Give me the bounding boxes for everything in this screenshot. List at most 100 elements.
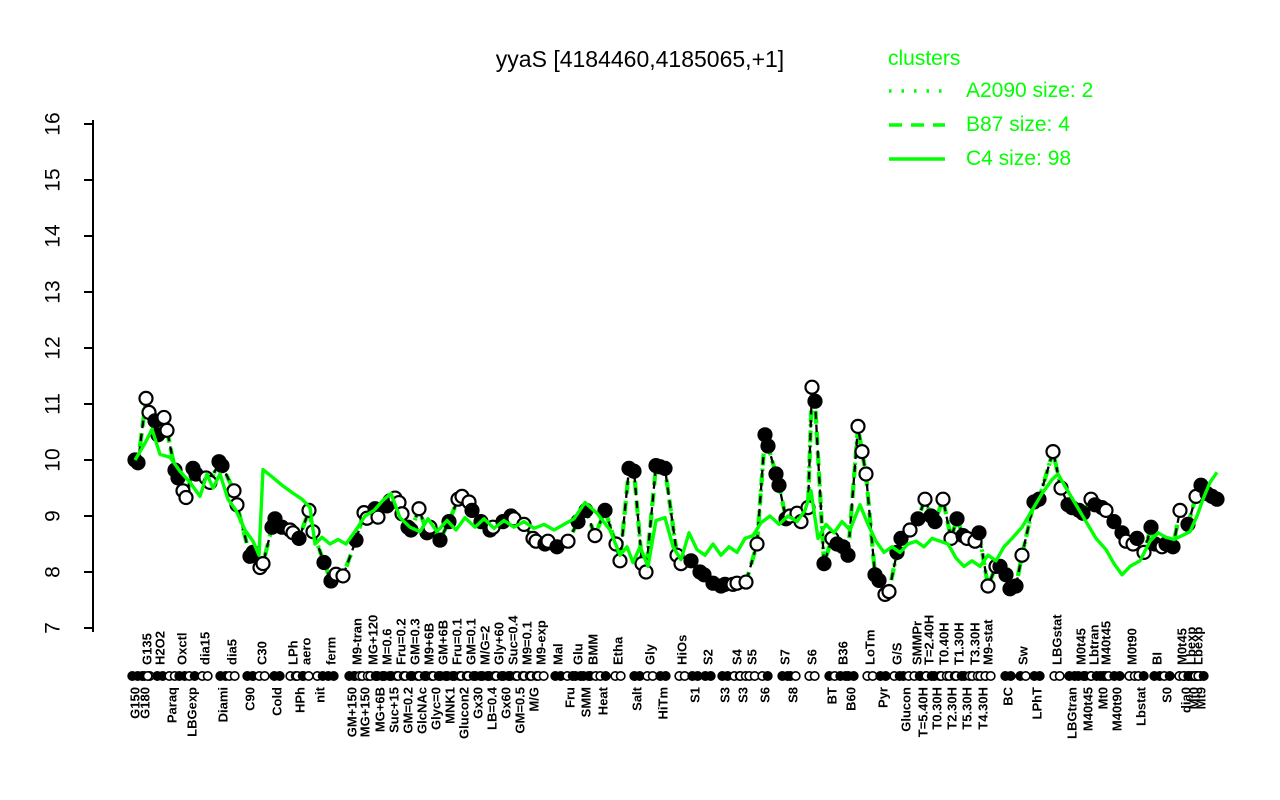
x-axis-label: C30 <box>255 641 270 665</box>
x-axis-label: Salt <box>630 686 645 711</box>
data-point <box>840 547 856 563</box>
x-axis-label: M9-exp <box>534 620 549 665</box>
legend-item-label: A2090 size: 2 <box>966 79 1094 102</box>
x-axis-label: Mt0 <box>1096 687 1111 709</box>
x-axis-label: Pyr <box>876 687 891 708</box>
strip-marker <box>1020 670 1031 681</box>
legend-item-dotted: A2090 size: 2 <box>888 74 1093 108</box>
x-axis-label: S5 <box>745 649 760 665</box>
strip-marker <box>1034 670 1045 681</box>
strip-marker <box>848 670 859 681</box>
x-axis-label: S6 <box>758 687 773 703</box>
y-axis-tick-label: 11 <box>41 393 64 415</box>
strip-marker <box>615 670 626 681</box>
strip-marker <box>142 670 153 681</box>
x-axis-label: Suc=0.4 <box>506 615 521 665</box>
x-axis-label: S3 <box>718 687 733 703</box>
x-axis-label: S0 <box>1160 687 1175 703</box>
x-axis-label: Glyc=0 <box>429 687 444 730</box>
data-point <box>370 509 386 525</box>
x-axis-label: S6 <box>805 649 820 665</box>
strip-marker <box>1005 670 1016 681</box>
x-axis-label: Heat <box>596 686 611 715</box>
data-point <box>935 491 951 507</box>
x-axis-label: LPh <box>286 640 301 665</box>
y-axis-tick-label: 10 <box>41 448 64 471</box>
x-axis-label: Suc+15 <box>387 687 402 733</box>
strip-marker <box>202 670 213 681</box>
data-point <box>626 463 642 479</box>
dashed-line-sample <box>889 123 945 127</box>
data-point <box>255 555 271 572</box>
x-axis-label: S7 <box>778 649 793 665</box>
x-axis-label: Fru=0.2 <box>394 618 409 665</box>
legend-item-dashed: B87 size: 4 <box>888 108 1093 142</box>
x-axis-label: HiTm <box>656 687 671 720</box>
strip-marker <box>809 670 820 681</box>
strip-marker <box>600 670 611 681</box>
data-point <box>156 409 172 426</box>
x-axis-label: BC <box>1001 686 1016 705</box>
strip-marker <box>762 670 773 681</box>
x-axis-label: Gx30 <box>471 687 486 719</box>
data-point <box>854 444 870 460</box>
data-point <box>159 422 175 438</box>
x-axis-label: Gx60 <box>499 687 514 719</box>
x-axis-label: GM=0.2 <box>401 687 416 734</box>
x-axis-label: BI <box>1150 652 1165 665</box>
data-point <box>1014 547 1030 563</box>
x-axis-label: Etha <box>611 636 626 665</box>
x-axis-label: MG+6B <box>373 687 388 732</box>
x-axis-label: GlcNAc <box>415 687 430 734</box>
strip-marker <box>790 670 801 681</box>
x-axis-label: HPh <box>293 687 308 713</box>
cluster-legend: clusters A2090 size: 2 B87 size: 4 C4 size… <box>888 44 1093 176</box>
x-axis-label: BMM <box>586 634 601 665</box>
data-point <box>597 502 613 518</box>
data-point <box>335 568 351 584</box>
data-point <box>683 553 699 569</box>
x-axis-label: S3 <box>736 687 751 703</box>
y-axis-tick-label: 7 <box>41 622 64 634</box>
y-axis-tick-label: 16 <box>41 112 64 135</box>
x-axis-label: nit <box>313 686 328 703</box>
x-axis-label: Glucon2 <box>457 687 472 739</box>
y-axis-tick-label: 9 <box>41 510 64 522</box>
data-point <box>881 583 897 600</box>
x-axis-label: HiOs <box>675 635 690 665</box>
x-axis-label: Mt9 <box>1194 687 1209 709</box>
y-axis-tick-label: 8 <box>41 566 64 578</box>
strip-marker <box>880 670 891 681</box>
x-axis-label: G180 <box>138 687 153 719</box>
x-axis-label: GM=0.1 <box>464 618 479 665</box>
x-axis-label: M9=0.1 <box>520 621 535 665</box>
x-axis-label: Fru <box>563 687 578 708</box>
x-axis-label: Mt0 <box>1187 687 1202 709</box>
x-axis-label: Paraq <box>165 687 180 723</box>
data-point <box>771 477 787 493</box>
x-axis-label: Gly+60 <box>492 622 507 665</box>
x-axis-label: M40t45 <box>1081 687 1096 731</box>
x-axis-label: Glu <box>571 643 586 665</box>
data-point <box>560 533 576 549</box>
strip-marker <box>705 670 716 681</box>
strip-marker <box>229 670 240 681</box>
data-point <box>178 489 194 506</box>
x-axis-label: Diami <box>216 687 231 722</box>
data-point <box>587 527 603 544</box>
x-axis-label: Gly <box>643 643 658 665</box>
data-point <box>657 460 673 476</box>
x-axis-label: T5.30H <box>960 687 975 730</box>
legend-item-solid: C4 size: 98 <box>888 142 1093 176</box>
data-point <box>807 393 823 409</box>
x-axis-label: T0.30H <box>930 687 945 730</box>
strip-marker <box>274 670 285 681</box>
x-axis-label: MNK1 <box>443 687 458 724</box>
data-point <box>910 511 926 527</box>
data-point <box>464 502 480 518</box>
x-axis-label: LPhT <box>1030 687 1045 720</box>
strip-marker <box>328 670 339 681</box>
strip-marker <box>660 670 671 681</box>
legend-title: clusters <box>888 47 961 70</box>
data-point <box>871 572 887 589</box>
